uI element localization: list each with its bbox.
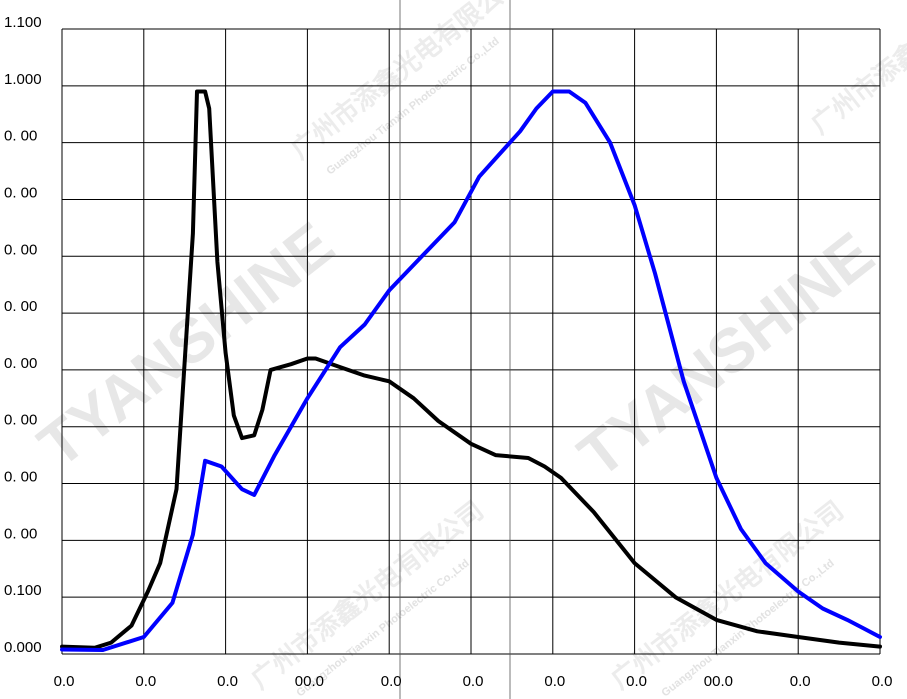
watermark-company-cn: 广州市添鑫光电有限公司	[605, 495, 849, 695]
x-tick-label: 0.0	[381, 673, 402, 690]
series-lines	[60, 89, 882, 652]
y-tick-label: 0. 00	[4, 298, 37, 315]
watermark-brand: TYANSHINE	[566, 220, 886, 491]
watermark: TYANSHINE TYANSHINE 广州市添鑫光电有限公司 广州市添鑫光电有…	[26, 0, 907, 699]
x-tick-label: 0.0	[626, 673, 647, 690]
x-tick-label: 0.0	[872, 673, 893, 690]
y-tick-label: 0. 00	[4, 355, 37, 372]
series-line-blue	[60, 89, 882, 652]
x-tick-label: 0.0	[463, 673, 484, 690]
y-tick-label: 0. 00	[4, 241, 37, 258]
y-tick-label: 0. 00	[4, 469, 37, 486]
x-tick-label: 0.0	[544, 673, 565, 690]
y-axis-ticks: 0.000 0.100 0. 00 0. 00 0. 00 0. 00 0. 00 0. 00…	[4, 14, 42, 656]
x-tick-label: 0.0	[217, 673, 238, 690]
x-tick-label: 0.0	[54, 673, 75, 690]
y-tick-label: 0.000	[4, 639, 42, 656]
series-line-black	[60, 89, 882, 650]
x-tick-label: 00.0	[704, 673, 733, 690]
y-tick-label: 0. 00	[4, 525, 37, 542]
grid	[61, 0, 881, 699]
x-axis-ticks: 0.0 0.0 0.0 00.0 0.0 0.0 0.0 0.0 00.0 0.0 0.0	[54, 673, 893, 690]
x-tick-label: 0.0	[790, 673, 811, 690]
watermark-company-cn: 广州市添鑫光电有限公司	[285, 0, 529, 165]
watermark-company-cn: 广州市添鑫光电有限公司	[245, 495, 489, 695]
y-tick-label: 1.100	[4, 14, 42, 31]
y-tick-label: 0.100	[4, 582, 42, 599]
watermark-company-cn: 广州市添鑫光电有限公司	[805, 0, 907, 140]
y-tick-label: 0. 00	[4, 412, 37, 429]
y-tick-label: 0. 00	[4, 184, 37, 201]
x-tick-label: 00.0	[295, 673, 324, 690]
x-tick-label: 0.0	[135, 673, 156, 690]
y-tick-label: 1.000	[4, 71, 42, 88]
y-tick-label: 0. 00	[4, 128, 37, 145]
